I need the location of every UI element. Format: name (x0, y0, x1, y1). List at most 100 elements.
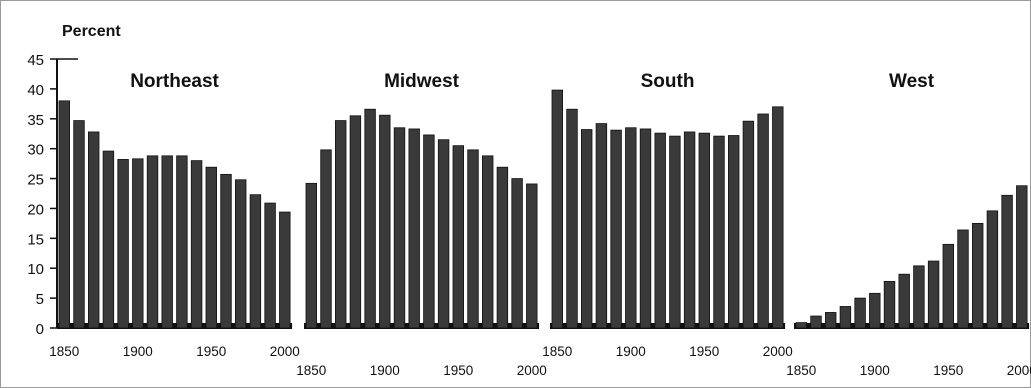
bar-midwest-2000 (526, 183, 538, 329)
bar-midwest-1850 (305, 182, 318, 329)
bar-northeast-1870 (88, 131, 100, 329)
bar-west-1940 (927, 260, 940, 329)
x-tick-label: 1850 (49, 344, 79, 359)
bar-midwest-1930 (423, 134, 435, 329)
x-tick-label: 2000 (763, 344, 793, 359)
bar-south-2000 (772, 106, 784, 329)
bar-south-1960 (713, 135, 725, 329)
bar-midwest-1960 (467, 149, 479, 329)
bar-west-1950 (942, 243, 955, 329)
panel-title: South (641, 71, 695, 92)
x-tick-label: 2000 (517, 363, 547, 378)
bar-west-1920 (898, 273, 910, 329)
x-tick-label: 1950 (933, 363, 963, 378)
x-tick-label: 1900 (123, 344, 153, 359)
bar-northeast-2000 (279, 211, 291, 329)
y-tick-label: 25 (27, 172, 44, 189)
bar-northeast-1890 (117, 159, 129, 329)
panel-title: West (889, 71, 935, 92)
panel-baseline (794, 323, 1030, 329)
panel-south: South 1850 1900 1950 2000 (542, 71, 793, 359)
bar-northeast-1940 (190, 160, 203, 329)
y-axis-title: Percent (62, 23, 121, 40)
bar-west-1980 (986, 210, 999, 329)
bar-west-1930 (913, 265, 925, 329)
bar-west-1890 (854, 297, 866, 329)
y-tick-label: 5 (36, 291, 44, 308)
bar-midwest-1990 (511, 178, 523, 329)
bar-midwest-1920 (408, 128, 420, 329)
bar-northeast-1970 (234, 179, 247, 329)
bar-northeast-1900 (132, 158, 144, 329)
y-tick-label: 30 (27, 142, 44, 159)
bar-midwest-1950 (452, 145, 465, 329)
bar-south-1860 (566, 108, 578, 329)
bar-south-1990 (757, 113, 769, 329)
bar-west-1860 (810, 315, 822, 329)
panel-title: Northeast (130, 71, 219, 92)
bar-midwest-1910 (393, 127, 406, 329)
bar-west-1870 (825, 312, 837, 329)
x-tick-label: 1900 (860, 363, 890, 378)
panel-midwest: Midwest 1850 1900 1950 2000 (296, 71, 547, 378)
x-tick-label: 1950 (443, 363, 473, 378)
bar-west-1900 (869, 292, 881, 329)
bar-midwest-1970 (481, 155, 494, 329)
bar-midwest-1860 (320, 149, 332, 329)
bar-west-2000 (1016, 185, 1028, 329)
bar-midwest-1940 (437, 139, 450, 329)
y-tick-label: 35 (27, 112, 44, 129)
bar-northeast-1960 (220, 173, 232, 329)
x-tick-label: 1850 (542, 344, 572, 359)
bar-south-1910 (639, 128, 652, 329)
panel-baseline (57, 323, 293, 329)
y-tick-label: 0 (36, 321, 44, 338)
bar-south-1900 (625, 127, 637, 329)
bar-northeast-1980 (249, 194, 262, 329)
bar-west-1880 (839, 306, 852, 329)
bar-west-1990 (1001, 194, 1013, 329)
bar-west-1850 (795, 322, 808, 329)
bar-south-1930 (669, 135, 681, 329)
y-tick-label: 40 (27, 82, 44, 99)
bar-south-1890 (610, 129, 622, 329)
bar-south-1970 (728, 135, 740, 329)
bar-west-1960 (957, 229, 969, 329)
y-tick-label: 15 (27, 231, 44, 248)
panel-baseline (550, 323, 786, 329)
bar-south-1940 (683, 131, 696, 329)
panel-title: Midwest (384, 71, 460, 92)
bar-midwest-1900 (379, 114, 391, 329)
bar-midwest-1980 (496, 166, 509, 329)
bar-south-1850 (551, 89, 564, 329)
x-tick-label: 1900 (370, 363, 400, 378)
bar-northeast-1860 (73, 120, 85, 329)
bar-west-1970 (972, 222, 984, 329)
x-tick-label: 2000 (1007, 363, 1031, 378)
y-tick-label: 10 (27, 261, 44, 278)
bar-northeast-1850 (58, 100, 71, 329)
bar-south-1880 (595, 123, 608, 329)
bar-northeast-1950 (205, 166, 218, 329)
bar-west-1910 (883, 280, 896, 329)
panel-northeast: Northeast 1850 1900 1950 2000 (49, 71, 300, 359)
bar-midwest-1870 (334, 120, 347, 329)
y-tick-label: 45 (27, 52, 44, 69)
x-tick-label: 1850 (786, 363, 816, 378)
bar-south-1870 (581, 129, 593, 329)
bar-south-1950 (698, 132, 711, 329)
panel-west: West 1850 1900 1950 2000 (786, 71, 1031, 378)
y-tick-label: 20 (27, 201, 44, 218)
bar-northeast-1920 (161, 155, 173, 329)
bar-south-1980 (742, 120, 755, 329)
bar-midwest-1890 (364, 108, 376, 329)
bar-northeast-1880 (102, 150, 115, 329)
x-tick-label: 1850 (296, 363, 326, 378)
panel-baseline (304, 323, 540, 329)
bar-midwest-1880 (349, 115, 362, 329)
x-tick-label: 2000 (270, 344, 300, 359)
bar-south-1920 (654, 132, 666, 329)
x-tick-label: 1900 (616, 344, 646, 359)
bar-northeast-1930 (176, 155, 188, 329)
bar-northeast-1910 (146, 155, 159, 329)
